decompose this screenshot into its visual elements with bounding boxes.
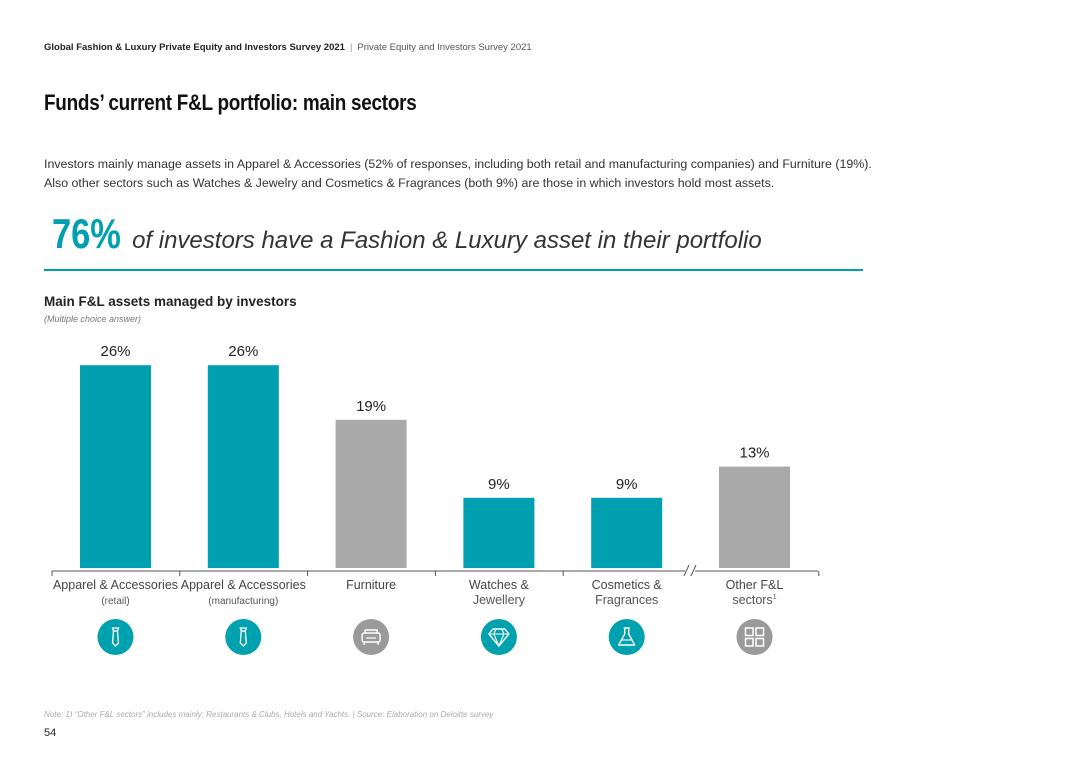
flask-icon bbox=[618, 627, 636, 646]
bar-value-label: 26% bbox=[228, 343, 258, 360]
bar-value-label: 13% bbox=[739, 445, 769, 462]
bar-value-label: 26% bbox=[100, 343, 130, 360]
bar bbox=[80, 365, 151, 568]
report-subtitle: Private Equity and Investors Survey 2021 bbox=[357, 42, 532, 53]
header-separator: | bbox=[349, 42, 353, 53]
bar bbox=[719, 466, 790, 568]
category-sublabel: Jewellery bbox=[473, 593, 526, 607]
category-sublabel: (retail) bbox=[101, 596, 129, 607]
diamond-icon bbox=[488, 628, 510, 648]
category-sublabel: sectors1 bbox=[732, 593, 776, 607]
icon-circle bbox=[736, 619, 773, 655]
footnote: Note: 1) “Other F&L sectors” includes ma… bbox=[44, 710, 494, 719]
axis-break-gap bbox=[685, 567, 695, 575]
page-number: 54 bbox=[44, 727, 57, 739]
category-label: Apparel & Accessories bbox=[181, 578, 306, 592]
report-title: Global Fashion & Luxury Private Equity a… bbox=[44, 42, 345, 53]
icon-circle bbox=[353, 619, 390, 655]
footnote-marker: 1 bbox=[773, 594, 777, 601]
chart-title: Main F&L assets managed by investors bbox=[44, 294, 297, 309]
key-stat: 76% of investors have a Fashion & Luxury … bbox=[52, 210, 762, 258]
axis-break-mark bbox=[690, 564, 697, 577]
icon-circle bbox=[608, 619, 645, 655]
category-label: Apparel & Accessories bbox=[53, 578, 178, 592]
bar bbox=[207, 365, 279, 568]
chart-subtitle: (Multiple choice answer) bbox=[44, 314, 142, 324]
tie-icon bbox=[239, 627, 248, 647]
section-divider bbox=[44, 269, 863, 271]
bar-value-label: 19% bbox=[356, 398, 386, 415]
bar-chart: 26% Apparel & Accessories (retail) 26% Appar… bbox=[51, 343, 820, 655]
page-title: Funds’ current F&L portfolio: main secto… bbox=[44, 90, 417, 115]
intro-paragraph: Investors mainly manage assets in Appare… bbox=[44, 157, 872, 190]
tie-icon bbox=[111, 627, 120, 647]
sofa-icon bbox=[361, 629, 381, 645]
key-stat-value: 76% bbox=[52, 210, 121, 257]
category-sublabel: Fragrances bbox=[595, 593, 658, 607]
category-label: Watches & bbox=[469, 578, 530, 592]
key-stat-text: of investors have a Fashion & Luxury ass… bbox=[132, 227, 762, 254]
bar-value-label: 9% bbox=[488, 476, 510, 493]
icon-circle bbox=[225, 619, 262, 655]
category-label: Furniture bbox=[346, 578, 396, 592]
bar bbox=[591, 497, 663, 568]
icon-circle bbox=[97, 619, 134, 655]
axis-break-mark bbox=[683, 564, 690, 577]
bar-value-label: 9% bbox=[616, 476, 638, 493]
category-label: Other F&L bbox=[726, 578, 784, 592]
icon-circle bbox=[480, 619, 517, 655]
category-label: Cosmetics & bbox=[592, 578, 663, 592]
grid-icon bbox=[744, 627, 765, 647]
report-header: Global Fashion & Luxury Private Equity a… bbox=[44, 42, 532, 53]
category-sublabel: (manufacturing) bbox=[208, 596, 278, 607]
bar bbox=[335, 419, 407, 568]
bar bbox=[463, 497, 535, 568]
